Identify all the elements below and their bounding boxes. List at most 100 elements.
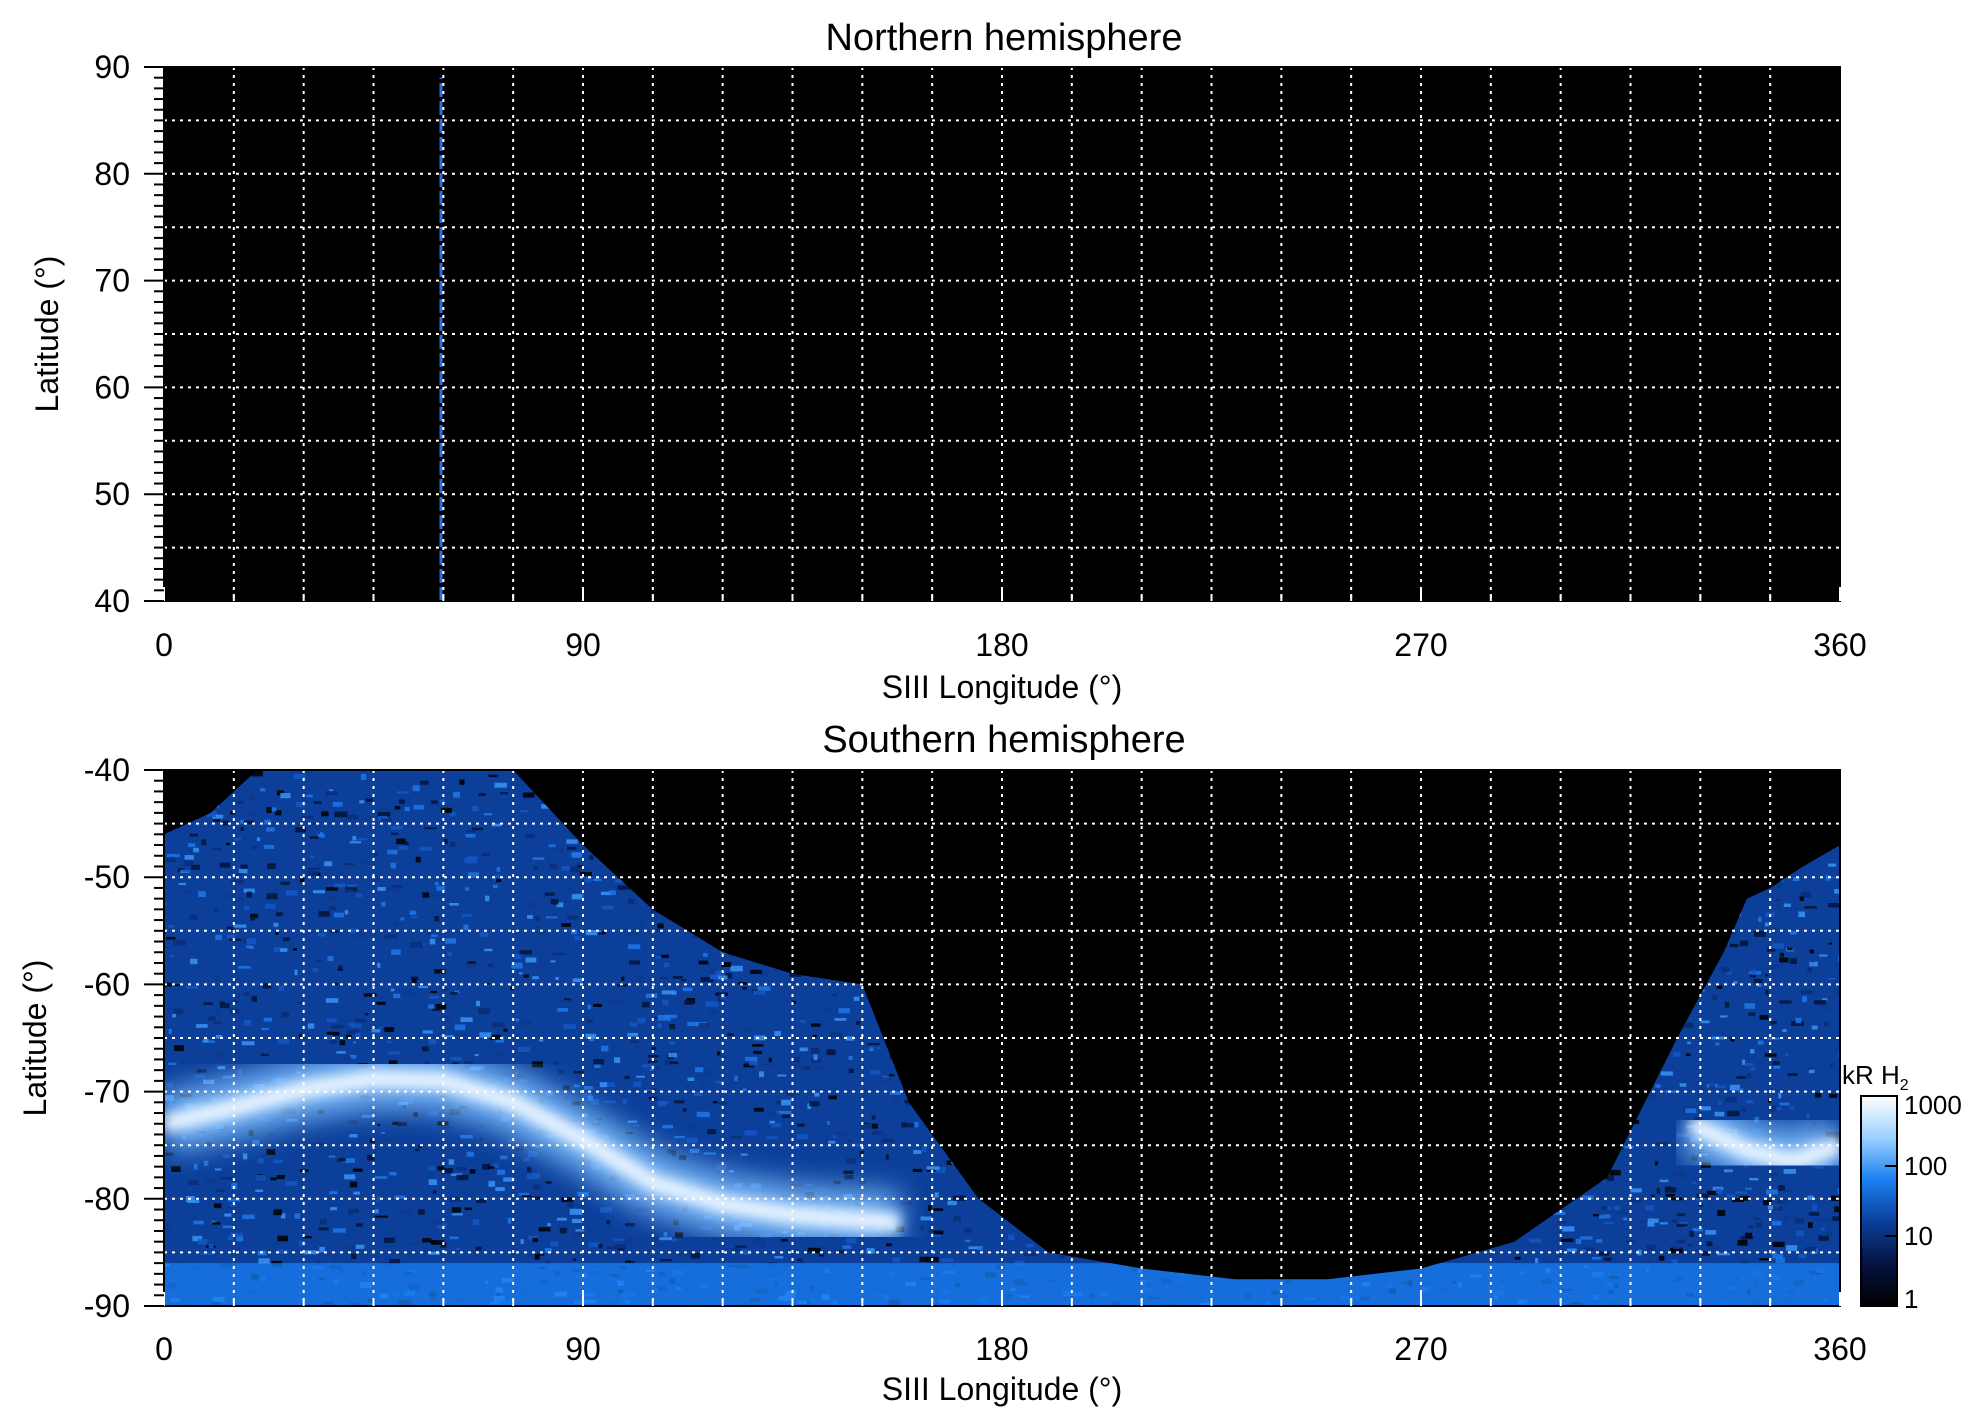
emission-speckle [796, 1258, 801, 1261]
y-tick-label: -70 [84, 1074, 130, 1110]
emission-speckle [526, 1173, 540, 1180]
emission-speckle [558, 1000, 571, 1004]
emission-speckle [258, 1258, 270, 1265]
emission-speckle [901, 1122, 915, 1128]
north-axes: 0 90 180 270 360 40 50 60 70 80 90 [94, 49, 1866, 663]
emission-speckle [333, 1255, 337, 1261]
emission-speckle [228, 1236, 234, 1240]
emission-speckle [1834, 1206, 1840, 1213]
emission-speckle [846, 1036, 854, 1041]
emission-speckle [1715, 1188, 1722, 1195]
emission-speckle [422, 1046, 429, 1052]
emission-speckle [293, 948, 297, 951]
emission-speckle [1744, 1003, 1756, 1009]
emission-speckle [354, 838, 367, 841]
emission-speckle [1717, 1210, 1726, 1216]
emission-speckle [872, 1131, 883, 1135]
emission-speckle [299, 877, 305, 883]
emission-speckle [464, 1207, 473, 1211]
emission-speckle [701, 1081, 705, 1088]
emission-speckle [1775, 964, 1784, 968]
emission-speckle [791, 1064, 803, 1069]
emission-speckle [428, 1038, 437, 1045]
emission-speckle [1832, 1216, 1840, 1221]
emission-speckle [303, 1236, 312, 1239]
emission-speckle [1025, 1243, 1034, 1248]
emission-speckle [1696, 1193, 1709, 1198]
emission-speckle [244, 905, 250, 910]
emission-speckle [1817, 1219, 1830, 1223]
emission-speckle [519, 950, 532, 955]
emission-speckle [393, 921, 398, 926]
emission-speckle [328, 895, 339, 899]
emission-speckle [607, 1082, 615, 1087]
emission-speckle [1781, 1200, 1792, 1203]
emission-speckle [659, 1237, 672, 1241]
emission-speckle [627, 1120, 637, 1123]
emission-speckle [532, 857, 545, 860]
emission-speckle [171, 1166, 181, 1172]
emission-speckle [216, 1189, 225, 1192]
emission-speckle [933, 1208, 944, 1211]
emission-speckle [484, 813, 492, 816]
x-axis-label: SIII Longitude (°) [882, 669, 1122, 705]
emission-speckle [213, 819, 220, 822]
y-axis-label: Latitude (°) [17, 960, 53, 1117]
emission-speckle [528, 1235, 539, 1240]
emission-speckle [294, 969, 298, 976]
emission-speckle [222, 1225, 233, 1229]
emission-speckle [1670, 1247, 1683, 1254]
emission-speckle [686, 1137, 698, 1143]
emission-speckle [573, 1070, 584, 1074]
emission-speckle [687, 1077, 695, 1081]
emission-speckle [391, 832, 398, 835]
emission-speckle [342, 863, 355, 866]
emission-speckle [450, 1196, 462, 1202]
emission-speckle [1766, 948, 1776, 952]
emission-speckle [1779, 1102, 1790, 1106]
emission-speckle [203, 1038, 209, 1043]
emission-speckle [534, 1254, 540, 1260]
emission-speckle [885, 1154, 889, 1160]
emission-speckle [257, 1158, 265, 1164]
emission-speckle [343, 780, 348, 783]
emission-speckle [213, 1203, 222, 1209]
emission-speckle [662, 999, 669, 1006]
emission-speckle [1679, 1083, 1687, 1087]
emission-speckle [1772, 1241, 1785, 1248]
emission-speckle [437, 1166, 444, 1171]
emission-speckle [660, 1259, 672, 1262]
emission-speckle [195, 1024, 208, 1028]
emission-speckle [1676, 1133, 1690, 1137]
emission-speckle [1787, 1073, 1798, 1077]
emission-speckle [648, 1060, 658, 1063]
emission-speckle [562, 1085, 570, 1091]
emission-speckle [867, 1043, 880, 1046]
emission-speckle [556, 902, 564, 908]
emission-speckle [1754, 1116, 1759, 1123]
emission-speckle [1659, 1216, 1665, 1222]
emission-speckle [810, 1047, 820, 1054]
emission-speckle [390, 988, 395, 992]
emission-speckle [671, 990, 677, 995]
emission-speckle [1060, 1253, 1064, 1258]
emission-speckle [393, 993, 401, 999]
emission-speckle [364, 1012, 369, 1016]
emission-speckle [167, 925, 175, 928]
emission-speckle [641, 1001, 650, 1008]
emission-speckle [497, 1169, 506, 1175]
x-tick-label: 180 [975, 627, 1028, 663]
emission-speckle [256, 837, 261, 841]
emission-speckle [260, 788, 266, 792]
emission-speckle [165, 982, 172, 987]
emission-speckle [482, 1163, 491, 1170]
emission-speckle [864, 1087, 869, 1093]
emission-speckle [1647, 1221, 1655, 1227]
emission-speckle [293, 774, 306, 780]
emission-speckle [513, 954, 522, 959]
emission-speckle [1580, 1236, 1593, 1240]
emission-speckle [1772, 1061, 1780, 1066]
emission-speckle [668, 1053, 677, 1058]
emission-speckle [423, 1249, 428, 1254]
emission-speckle [505, 1205, 510, 1210]
